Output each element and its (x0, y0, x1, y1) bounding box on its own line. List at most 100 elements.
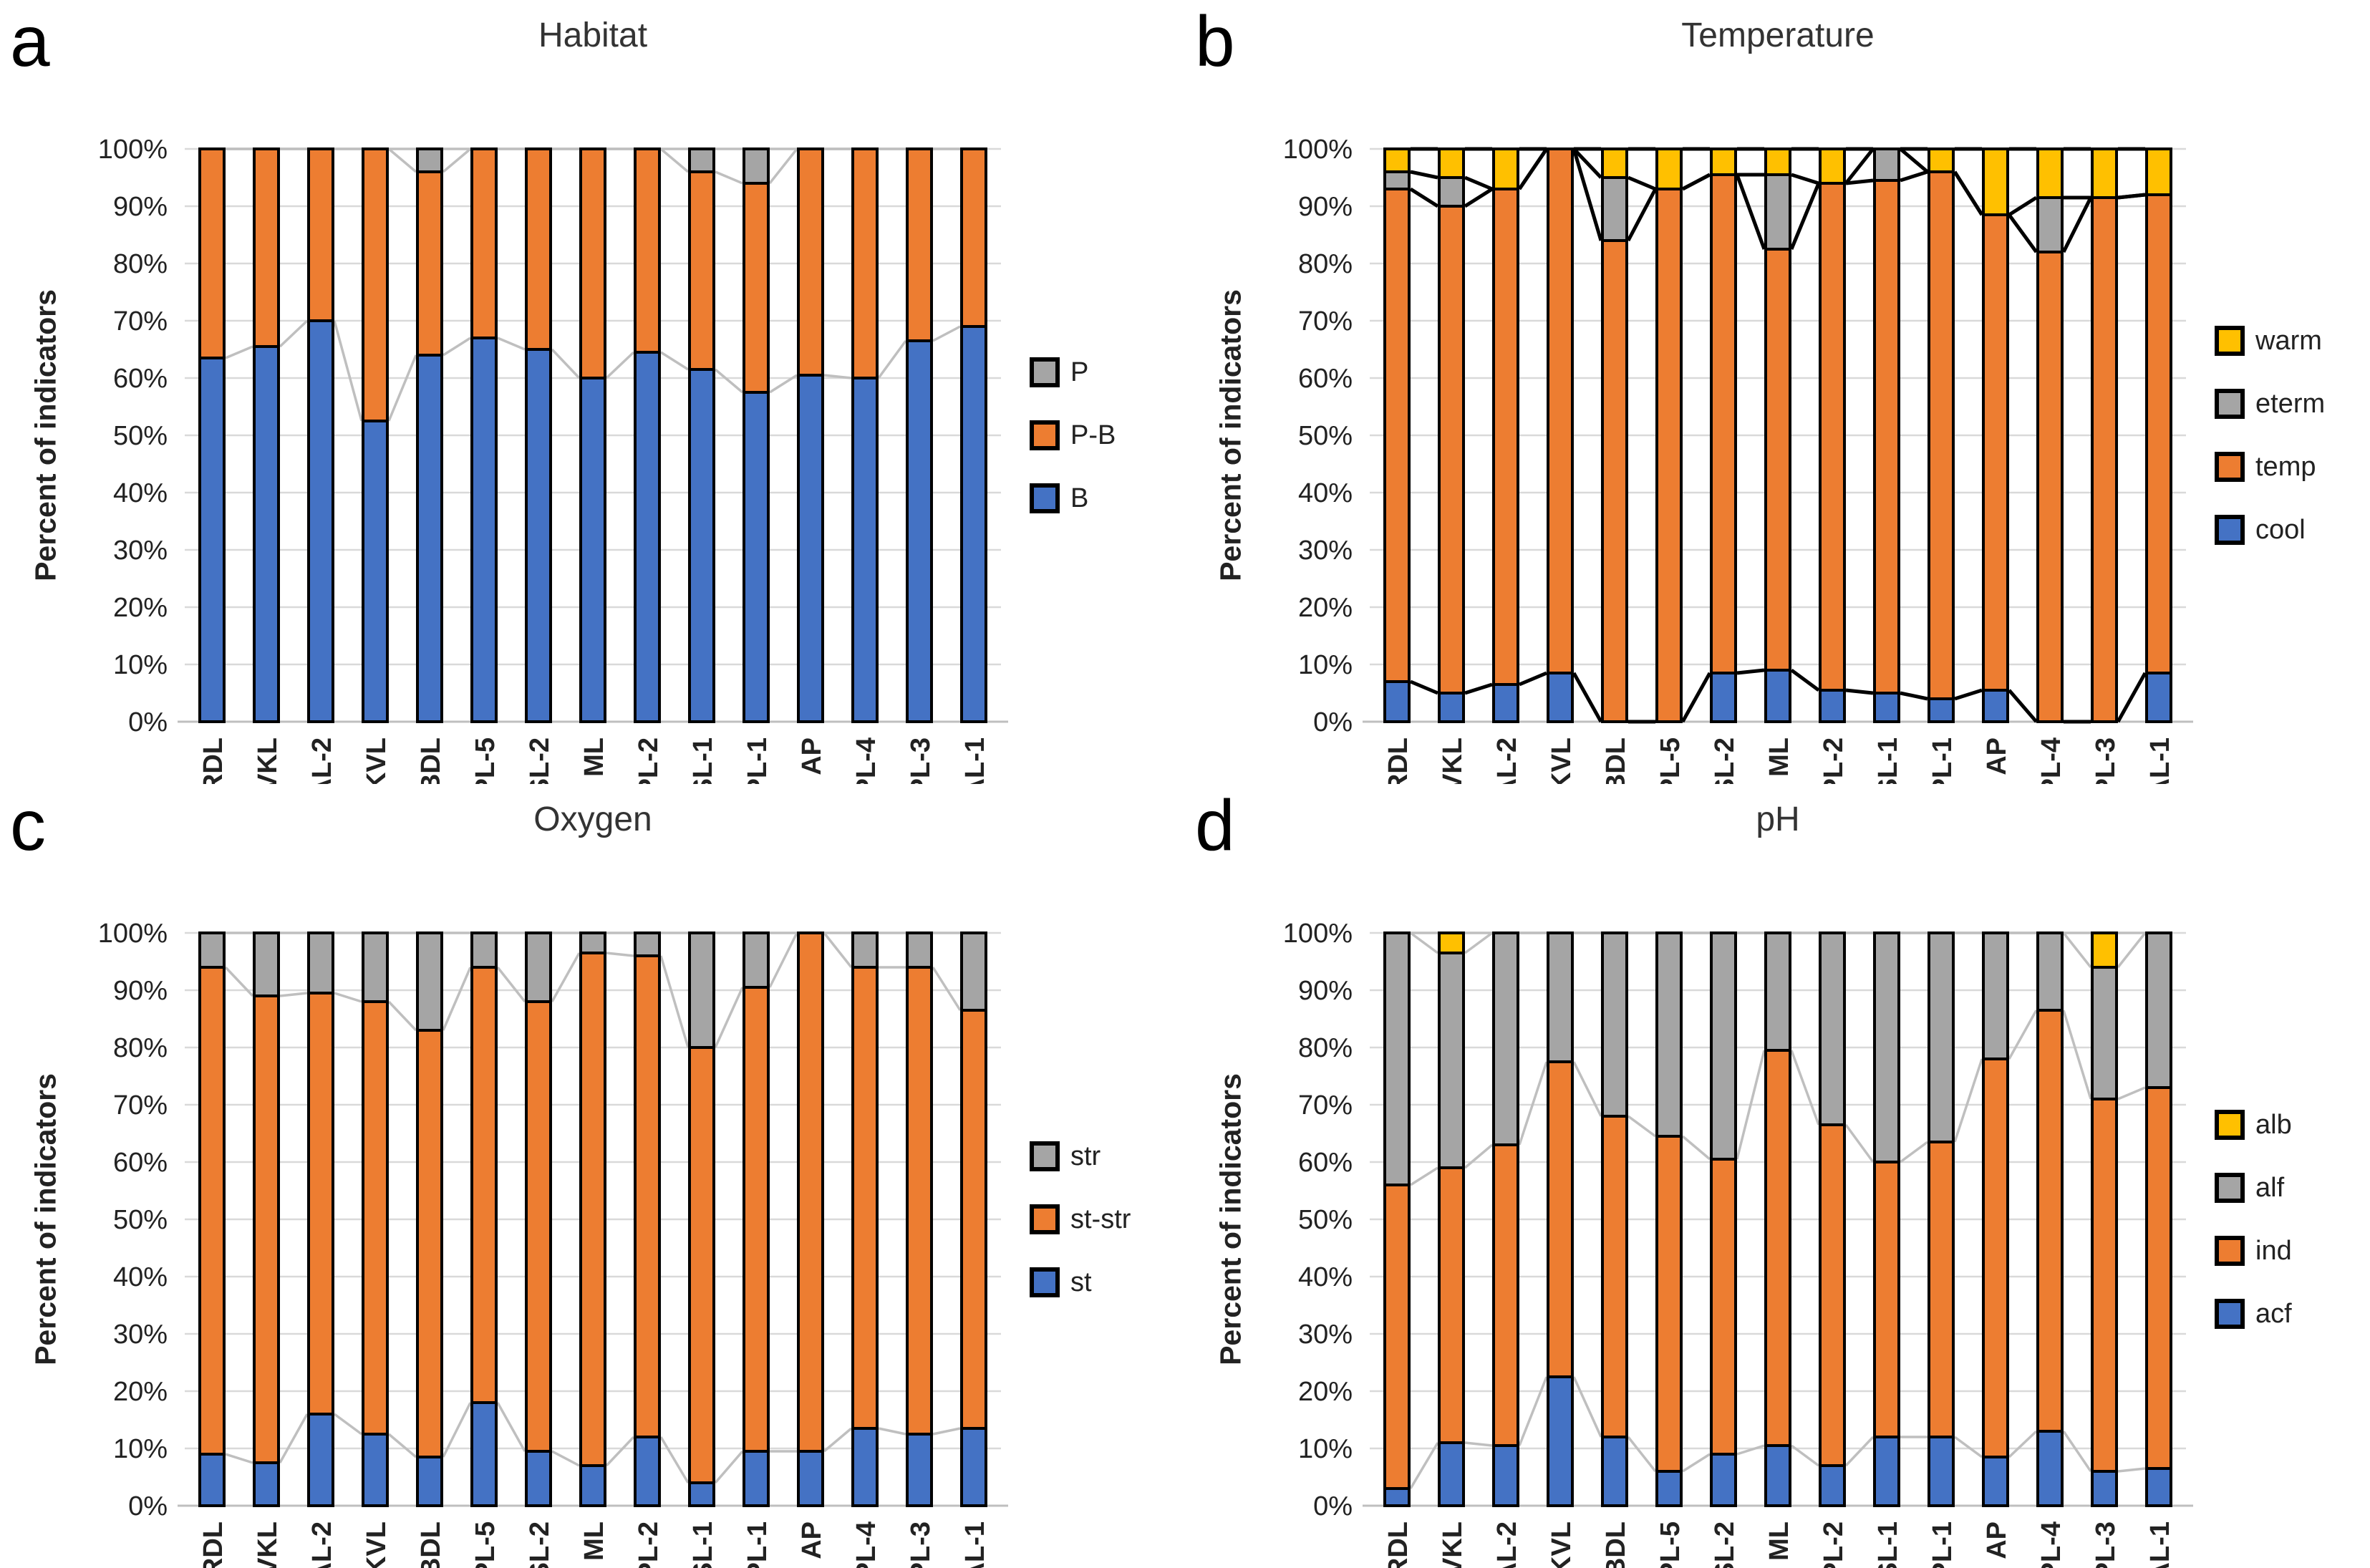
x-category-label: BDL (1601, 737, 1631, 784)
legend-swatch-icon (2215, 389, 2245, 419)
legend-item: acf (2215, 1282, 2292, 1345)
x-category-label: KVL (1547, 737, 1577, 784)
y-tick-label: 0% (1313, 707, 1353, 737)
bar-segment-acf (1928, 1436, 1955, 1507)
bar-segment-warm (1438, 147, 1465, 179)
x-category-label: KRDL (1383, 1521, 1413, 1568)
x-category-label: VKL (253, 1521, 283, 1568)
series-connector-line (333, 1413, 363, 1436)
x-category-label: KPL-4 (2036, 1521, 2066, 1568)
series-connector-line (497, 337, 526, 351)
bar-segment-st (960, 1427, 987, 1507)
y-tick-label: 10% (1298, 1434, 1353, 1464)
series-connector-line (1464, 682, 1493, 695)
bar-segment-st (743, 1450, 770, 1507)
legend-label: st (1070, 1267, 1092, 1297)
series-connector-line (1844, 147, 1875, 185)
x-category-label: AL-1 (2145, 1521, 2175, 1568)
chart-title: pH (1756, 800, 1800, 838)
series-connector-line (823, 1427, 853, 1453)
series-connector-line (1845, 688, 1874, 695)
bar-segment-P (743, 147, 770, 185)
x-category-label: KPL-2 (1819, 1521, 1849, 1568)
legend-item: ind (2215, 1219, 2292, 1282)
bar-segment-ind (1764, 1049, 1791, 1447)
series-connector-line (1518, 1061, 1548, 1146)
x-category-label: TSL-2 (525, 737, 555, 784)
bar-segment-eterm (1873, 147, 1900, 182)
series-connector-line (225, 1453, 253, 1464)
legend: P P-B B (1030, 341, 1116, 530)
series-connector-line (1519, 671, 1547, 687)
bar-segment-alf (1873, 931, 1900, 1163)
bar-segment-cool (1710, 672, 1737, 723)
x-category-label: KPL-4 (2036, 737, 2066, 784)
bar-segment-cool (1819, 689, 1846, 723)
bar-segment-ind (2036, 1009, 2064, 1433)
legend-item: P (1030, 341, 1116, 404)
y-tick-label: 10% (113, 1434, 168, 1464)
bar-segment-B (579, 377, 606, 723)
series-connector-line (605, 1436, 635, 1467)
series-connector-line (1572, 1376, 1602, 1438)
legend: alb alf ind acf (2215, 1093, 2292, 1345)
series-connector-line (442, 967, 472, 1031)
bar-segment-acf (1710, 1453, 1737, 1507)
bar-segment-alb (2091, 931, 2118, 969)
x-category-label: VKL (253, 737, 283, 784)
bar-segment-warm (1819, 147, 1846, 185)
bar-segment-cool (2145, 672, 2172, 723)
x-category-label: AL-1 (960, 737, 990, 784)
bar-segment-B (797, 374, 824, 723)
series-connector-line (2062, 1010, 2092, 1100)
series-connector-line (1410, 170, 1438, 180)
y-tick-label: 30% (113, 536, 168, 566)
x-category-label: AL-2 (1492, 737, 1522, 784)
x-category-label: KVL (362, 1521, 392, 1568)
legend-swatch-icon (1030, 1267, 1060, 1297)
series-connector-line (606, 952, 634, 957)
bar-segment-alf (1819, 931, 1846, 1126)
x-category-label: AL-1 (960, 1521, 990, 1568)
y-tick-label: 80% (113, 249, 168, 279)
legend: warm eterm temp cool (2215, 309, 2325, 561)
bar-segment-B (906, 339, 933, 723)
legend-label: str (1070, 1141, 1101, 1171)
bar-segment-st (470, 1401, 498, 1507)
bar-segment-str (416, 931, 443, 1032)
bar-segment-P-B (906, 147, 933, 342)
series-connector-line (1736, 668, 1765, 675)
legend-item: temp (2215, 435, 2325, 498)
bar-segment-acf (1655, 1470, 1683, 1507)
y-tick-label: 0% (128, 707, 168, 737)
series-connector-line (1790, 1444, 1820, 1467)
bar-segment-st (525, 1450, 552, 1507)
series-connector-line (605, 351, 635, 379)
y-tick-label: 40% (1298, 1262, 1353, 1292)
legend-label: eterm (2255, 388, 2326, 419)
bar-segment-acf (1982, 1456, 2009, 1507)
series-connector-line (823, 374, 852, 379)
x-category-label: AP (797, 737, 827, 775)
chart-title: Habitat (538, 16, 648, 54)
series-connector-line (1845, 178, 1874, 185)
bar-segment-st-str (253, 994, 280, 1464)
bar-segment-warm (1982, 147, 2009, 216)
bar-segment-st (634, 1436, 661, 1507)
bar-segment-str (960, 931, 987, 1012)
series-connector-line (2117, 1467, 2146, 1473)
bar-segment-alf (2091, 966, 2118, 1100)
y-tick-label: 10% (1298, 650, 1353, 680)
legend-label: cool (2255, 514, 2306, 545)
legend-label: P-B (1070, 420, 1116, 450)
x-category-label: TSL-1 (1873, 737, 1903, 784)
x-category-label: KPL-3 (2091, 737, 2121, 784)
series-connector-line (1681, 1135, 1711, 1161)
legend-swatch-icon (2215, 452, 2245, 482)
series-connector-line (932, 1427, 961, 1436)
series-connector-line (387, 1000, 417, 1032)
bar-segment-str (579, 931, 606, 954)
x-category-label: ML (1764, 737, 1794, 777)
bar-segment-temp (1601, 239, 1628, 723)
series-connector-line (1900, 691, 1928, 701)
